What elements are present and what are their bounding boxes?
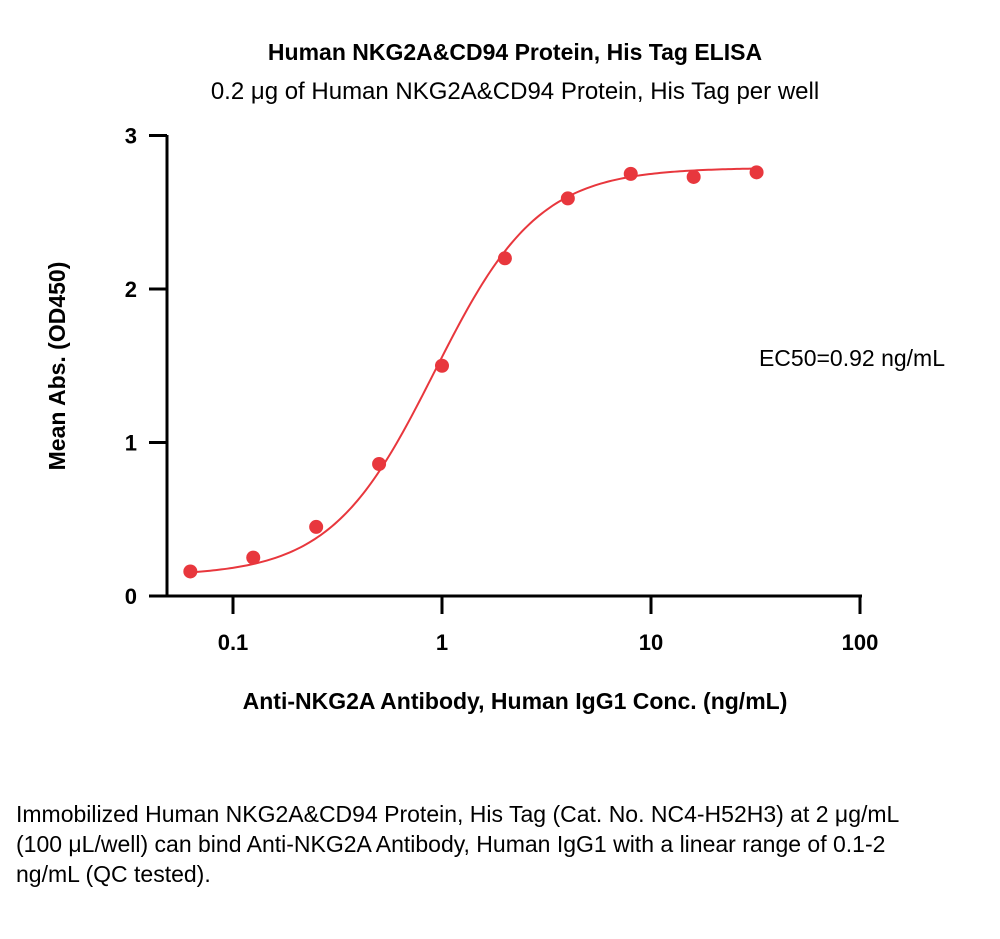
data-point	[183, 564, 198, 579]
y-tick-label: 3	[125, 124, 137, 149]
y-axis-label: Mean Abs. (OD450)	[44, 262, 70, 471]
data-point	[497, 251, 512, 266]
data-point	[749, 165, 764, 180]
x-tick-label: 10	[639, 630, 663, 655]
data-point	[623, 166, 638, 181]
ec50-annotation: EC50=0.92 ng/mL	[759, 345, 945, 371]
chart-title: Human NKG2A&CD94 Protein, His Tag ELISA	[268, 39, 762, 65]
fit-curve	[190, 167, 757, 574]
data-point	[435, 358, 449, 373]
data-point	[246, 550, 261, 565]
chart-subtitle: 0.2 μg of Human NKG2A&CD94 Protein, His …	[211, 78, 819, 105]
x-tick-label: 1	[436, 630, 448, 655]
data-points	[183, 165, 764, 579]
y-tick-label: 2	[125, 277, 137, 302]
x-axis-label: Anti-NKG2A Antibody, Human IgG1 Conc. (n…	[243, 688, 788, 714]
x-tick-label: 100	[842, 630, 879, 655]
data-point	[372, 456, 387, 471]
y-tick-label: 1	[125, 431, 137, 456]
y-ticks: 0 1 2 3	[125, 124, 167, 609]
y-tick-label: 0	[125, 584, 137, 609]
axes	[149, 135, 862, 598]
x-tick-label: 0.1	[218, 630, 249, 655]
data-point	[309, 519, 324, 534]
elisa-chart: Human NKG2A&CD94 Protein, His Tag ELISA …	[44, 39, 945, 714]
x-ticks: 0.1 1 10 100	[218, 596, 879, 655]
figure-caption: Immobilized Human NKG2A&CD94 Protein, Hi…	[16, 801, 899, 887]
data-point	[686, 169, 701, 184]
data-point	[560, 191, 575, 206]
